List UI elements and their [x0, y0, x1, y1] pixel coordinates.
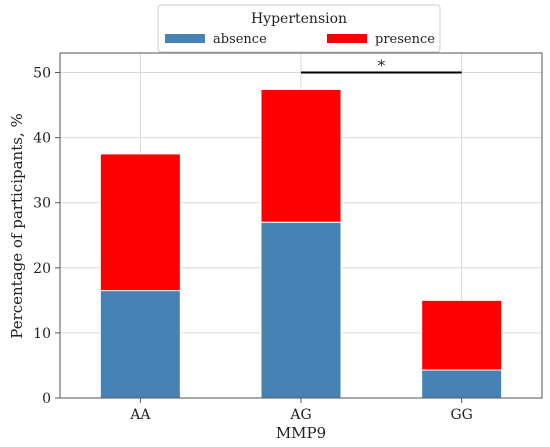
bar-absence-AG [260, 221, 342, 399]
x-tick-label-AA: AA [129, 407, 151, 423]
significance-label: * [378, 57, 386, 75]
y-tick-label-20: 20 [33, 261, 51, 277]
significance-annotation: * [301, 57, 462, 75]
y-tick-label-40: 40 [33, 131, 51, 147]
bar-absence-AA [99, 290, 181, 399]
y-tick-label-50: 50 [33, 66, 51, 82]
x-axis-label: MMP9 [276, 424, 326, 442]
y-tick-label-10: 10 [33, 326, 51, 342]
x-tick-label-AG: AG [289, 407, 311, 423]
legend-box [157, 4, 441, 53]
bar-presence-AA [99, 153, 181, 292]
y-tick-label-0: 0 [42, 391, 51, 407]
y-tick-label-30: 30 [33, 196, 51, 212]
bars [99, 88, 503, 399]
legend-title: Hypertension [251, 11, 347, 27]
legend-label-absence: absence [213, 32, 267, 47]
x-ticks: AA AG GG [129, 398, 473, 423]
legend-swatch-absence [165, 34, 205, 43]
y-axis-label: Percentage of participants, % [8, 113, 26, 338]
y-ticks: 0 10 20 30 40 50 [33, 66, 60, 407]
bar-presence-AG [260, 88, 342, 223]
bar-presence-GG [421, 299, 503, 371]
legend-label-presence: presence [375, 32, 435, 47]
bar-absence-GG [421, 369, 503, 399]
x-tick-label-GG: GG [450, 407, 472, 423]
legend-swatch-presence [327, 34, 367, 43]
legend: Hypertension absence presence [157, 4, 441, 53]
